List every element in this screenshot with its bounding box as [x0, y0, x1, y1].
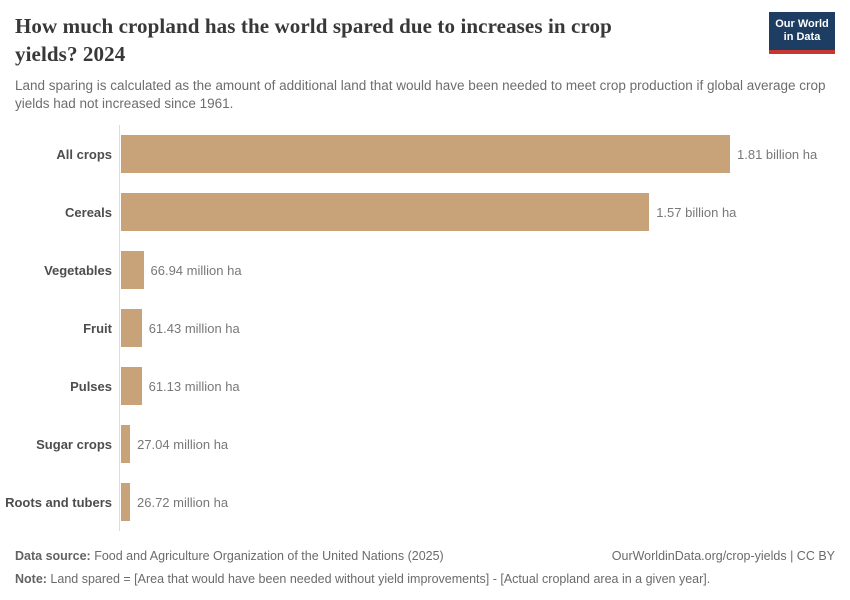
- footer-note-label: Note:: [15, 572, 47, 586]
- category-label: All crops: [56, 146, 112, 162]
- bar-area: 1.81 billion ha: [121, 135, 850, 173]
- bar-area: 61.13 million ha: [121, 367, 850, 405]
- value-label: 1.57 billion ha: [656, 204, 737, 220]
- owid-logo-line2: in Data: [783, 31, 821, 43]
- footer-source-row: Data source: Food and Agriculture Organi…: [15, 548, 835, 564]
- bar-row: Fruit 61.43 million ha: [0, 299, 850, 357]
- bar-row: Vegetables 66.94 million ha: [0, 241, 850, 299]
- category-label: Cereals: [65, 204, 112, 220]
- value-label: 61.43 million ha: [148, 320, 240, 336]
- bar-row: Cereals 1.57 billion ha: [0, 183, 850, 241]
- value-label: 1.81 billion ha: [737, 146, 818, 162]
- footer-note: Note: Land spared = [Area that would hav…: [15, 571, 835, 587]
- page-title: How much cropland has the world spared d…: [15, 12, 760, 68]
- category-label: Sugar crops: [36, 436, 112, 452]
- category-label: Fruit: [83, 320, 112, 336]
- bar-rows: All crops 1.81 billion ha Cereals 1.57 b…: [0, 125, 850, 531]
- bar[interactable]: [121, 135, 730, 173]
- bar[interactable]: [121, 309, 142, 347]
- category-label: Pulses: [70, 378, 112, 394]
- owid-cc-link[interactable]: OurWorldinData.org/crop-yields | CC BY: [611, 549, 835, 563]
- bar[interactable]: [121, 367, 142, 405]
- owid-logo-line1: Our World: [775, 18, 829, 30]
- value-label: 66.94 million ha: [150, 262, 242, 278]
- bar-area: 27.04 million ha: [121, 425, 850, 463]
- bar-row: Roots and tubers 26.72 million ha: [0, 473, 850, 531]
- data-source-label: Data source:: [15, 549, 91, 563]
- footer-note-text: Land spared = [Area that would have been…: [46, 572, 711, 586]
- value-label: 61.13 million ha: [148, 378, 240, 394]
- chart-footer: Data source: Food and Agriculture Organi…: [15, 548, 835, 587]
- bar-row: All crops 1.81 billion ha: [0, 125, 850, 183]
- y-axis-line: [119, 125, 120, 531]
- bar-chart: All crops 1.81 billion ha Cereals 1.57 b…: [0, 125, 850, 531]
- bar-area: 61.43 million ha: [121, 309, 850, 347]
- category-label: Roots and tubers: [5, 494, 112, 510]
- bar-area: 26.72 million ha: [121, 483, 850, 521]
- category-label: Vegetables: [44, 262, 112, 278]
- chart-header: How much cropland has the world spared d…: [15, 12, 835, 112]
- bar[interactable]: [121, 483, 130, 521]
- value-label: 27.04 million ha: [137, 436, 229, 452]
- bar-row: Pulses 61.13 million ha: [0, 357, 850, 415]
- bar-area: 66.94 million ha: [121, 251, 850, 289]
- bar[interactable]: [121, 193, 650, 231]
- data-source: Data source: Food and Agriculture Organi…: [15, 548, 444, 564]
- page-title-line2: yields? 2024: [15, 42, 126, 66]
- bar[interactable]: [121, 425, 131, 463]
- bar[interactable]: [121, 251, 144, 289]
- data-source-text: Food and Agriculture Organization of the…: [90, 549, 444, 563]
- owid-logo: Our World in Data: [769, 12, 835, 54]
- bar-area: 1.57 billion ha: [121, 193, 850, 231]
- bar-row: Sugar crops 27.04 million ha: [0, 415, 850, 473]
- page-title-line1: How much cropland has the world spared d…: [15, 14, 612, 38]
- value-label: 26.72 million ha: [137, 494, 229, 510]
- chart-subtitle: Land sparing is calculated as the amount…: [15, 78, 826, 111]
